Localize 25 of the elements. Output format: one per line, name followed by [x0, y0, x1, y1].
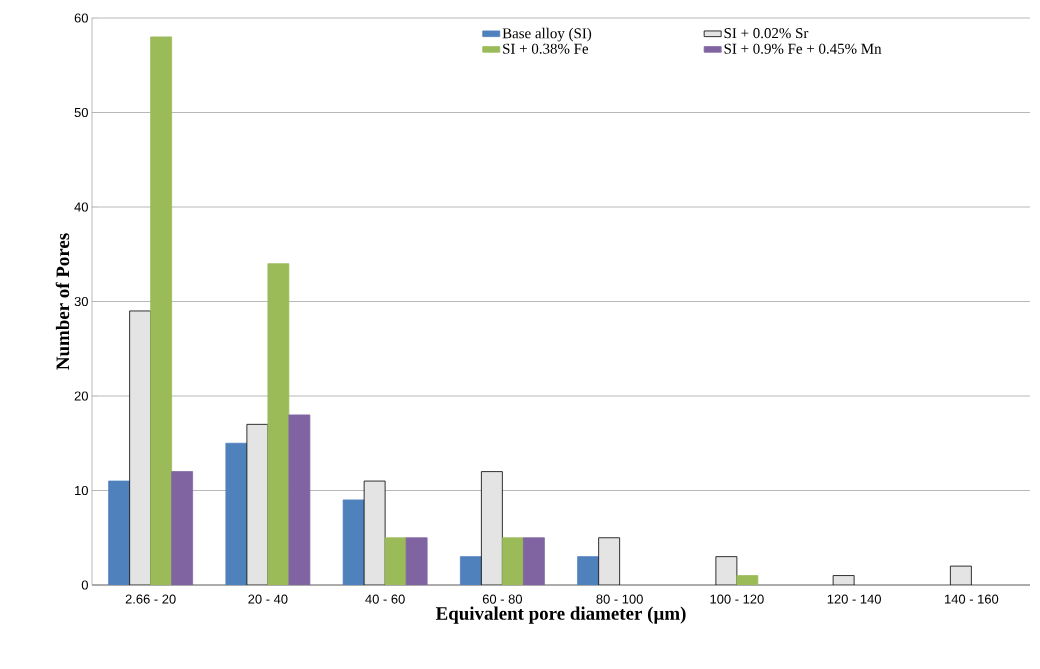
y-tick-label: 20 [74, 391, 88, 401]
legend-label: SI + 0.02% Sr [724, 28, 809, 39]
legend-label: SI + 0.38% Fe [503, 43, 589, 54]
x-tick-label: 120 - 140 [827, 594, 881, 604]
x-tick-label: 40 - 60 [365, 594, 405, 604]
legend-label: SI + 0.9% Fe + 0.45% Mn [724, 43, 882, 54]
x-tick-label: 2.66 - 20 [125, 594, 176, 604]
bar [129, 310, 152, 585]
bar [480, 471, 503, 585]
y-axis-title: Number of Pores [55, 233, 70, 370]
bar [246, 423, 269, 585]
legend-label: Base alloy (SI) [502, 27, 592, 42]
bar [598, 537, 621, 585]
x-tick-label: 140 - 160 [945, 594, 999, 604]
y-tick-label: 50 [74, 107, 88, 118]
y-tick-label: 40 [74, 202, 88, 212]
y-tick-label: 0 [81, 580, 88, 590]
y-tick-label: 30 [74, 296, 88, 307]
x-tick-label: 60 - 80 [482, 594, 523, 604]
x-tick-label: 20 - 40 [248, 594, 288, 604]
x-tick-label: 100 - 120 [710, 594, 764, 604]
y-tick-label: 10 [75, 485, 88, 496]
x-tick-label: 80 - 100 [596, 594, 643, 604]
y-tick-label: 60 [74, 13, 88, 23]
x-axis-title: Equivalent pore diameter (µm) [435, 606, 686, 624]
